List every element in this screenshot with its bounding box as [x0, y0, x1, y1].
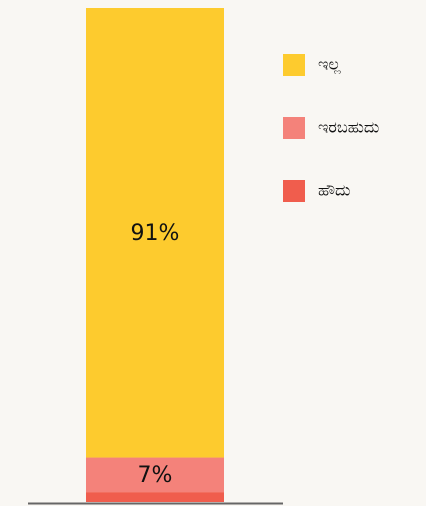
legend-label: ಹೌದು [318, 181, 350, 200]
bar-segment [86, 492, 224, 502]
legend-swatch [283, 180, 305, 202]
bar-segment [86, 457, 224, 493]
data-label: 91% [131, 221, 180, 246]
data-label: 7% [138, 463, 173, 488]
bar-segment [86, 8, 224, 458]
legend-label: ಇರಬಹುದು [318, 118, 379, 137]
legend-swatch [283, 117, 305, 139]
legend-swatch [283, 54, 305, 76]
legend-label: ಇಲ್ಲ [318, 55, 341, 75]
